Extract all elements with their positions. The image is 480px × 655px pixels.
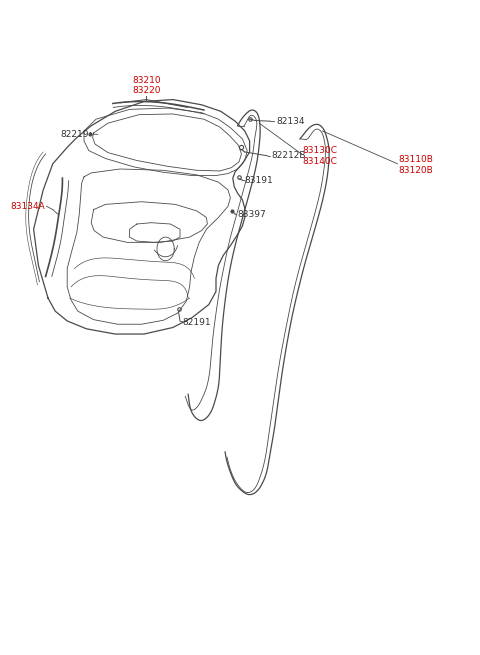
Text: 83210
83220: 83210 83220 (132, 75, 161, 95)
Text: 82219: 82219 (60, 130, 89, 139)
Text: 82191: 82191 (182, 318, 211, 327)
Text: 83191: 83191 (245, 176, 274, 185)
Text: 83110B
83120B: 83110B 83120B (398, 155, 433, 175)
Text: 82212B: 82212B (271, 151, 306, 160)
Text: 83397: 83397 (238, 210, 266, 219)
Text: 82134: 82134 (276, 117, 304, 126)
Text: 83130C
83140C: 83130C 83140C (302, 146, 337, 166)
Text: 83134A: 83134A (11, 202, 46, 211)
